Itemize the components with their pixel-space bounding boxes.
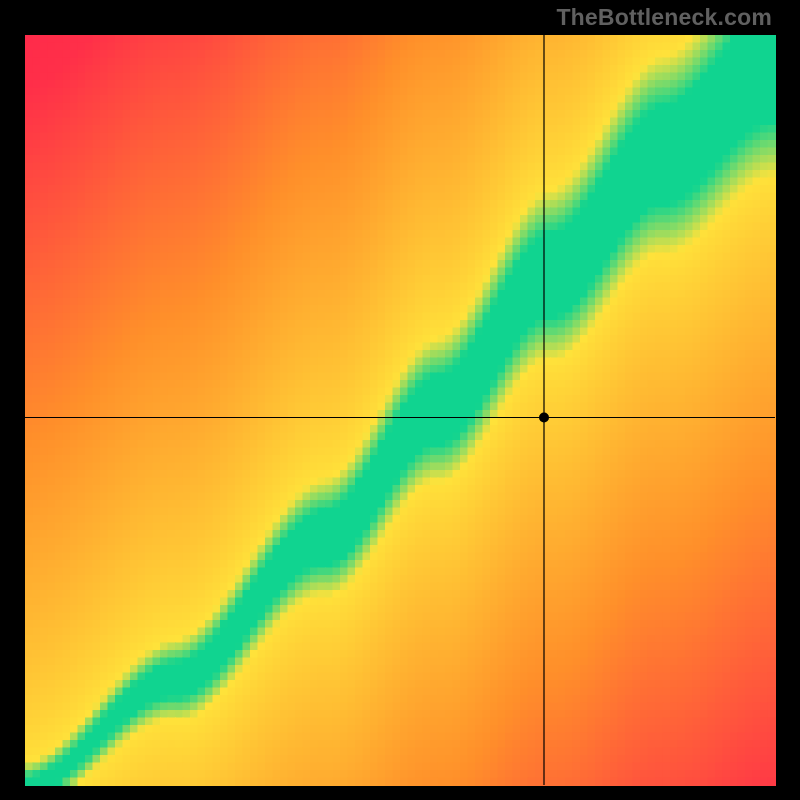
chart-container: TheBottleneck.com (0, 0, 800, 800)
watermark-text: TheBottleneck.com (556, 4, 772, 31)
heatmap-canvas (0, 0, 800, 800)
